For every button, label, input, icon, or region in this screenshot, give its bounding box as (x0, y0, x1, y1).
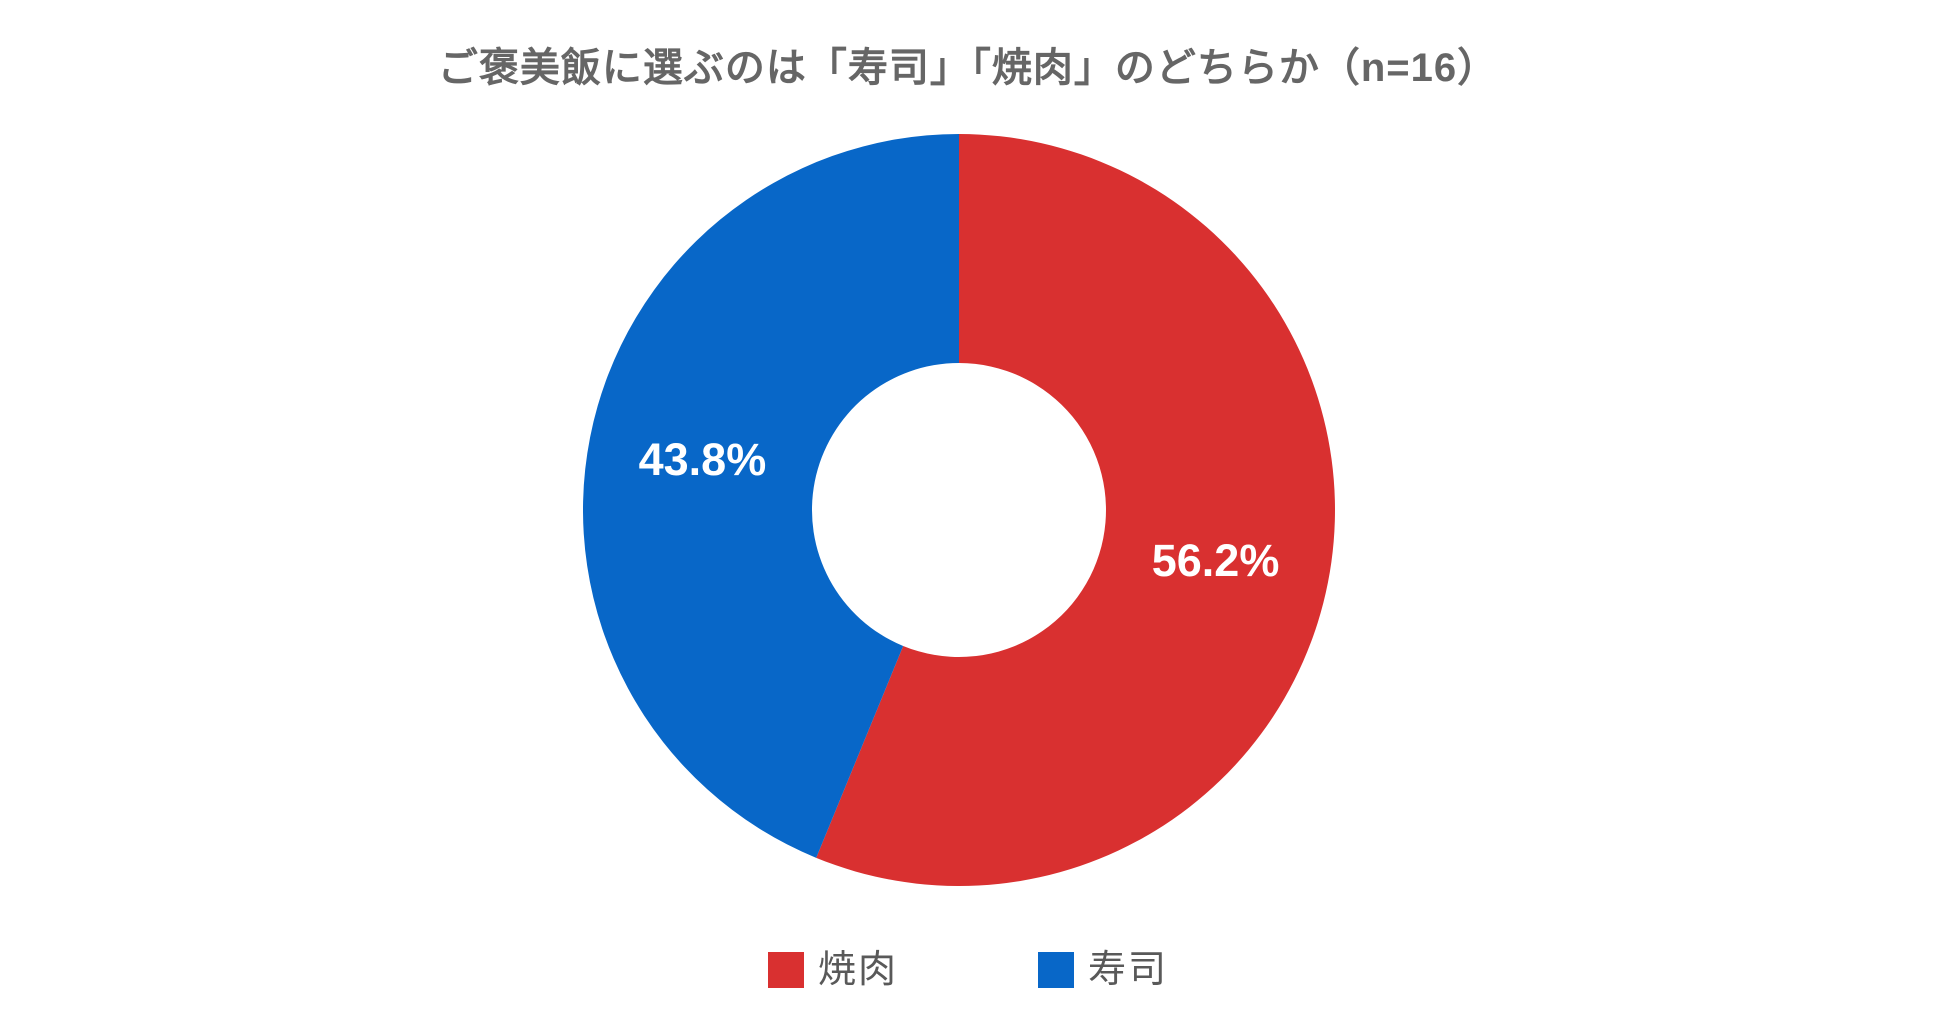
legend-label-sushi: 寿司 (1088, 949, 1169, 991)
legend: 焼肉 寿司 (0, 950, 1936, 990)
legend-item-sushi: 寿司 (1038, 950, 1168, 990)
legend-item-yakiniku: 焼肉 (767, 949, 898, 991)
legend-swatch-yakiniku (767, 952, 804, 988)
donut-chart-container: 56.2% 43.8% (582, 134, 1335, 887)
pie-slice-焼肉 (816, 134, 1335, 887)
slice-label-焼肉: 56.2% (1152, 535, 1280, 586)
slice-label-寿司: 43.8% (639, 434, 767, 485)
chart-title: ご褒美飯に選ぶのは「寿司」「焼肉」のどちらか（n=16） (437, 46, 1499, 90)
pie-slice-寿司 (582, 134, 959, 858)
legend-swatch-sushi (1038, 952, 1074, 988)
legend-label-yakiniku: 焼肉 (817, 949, 898, 991)
donut-chart: 56.2% 43.8% (582, 134, 1335, 887)
